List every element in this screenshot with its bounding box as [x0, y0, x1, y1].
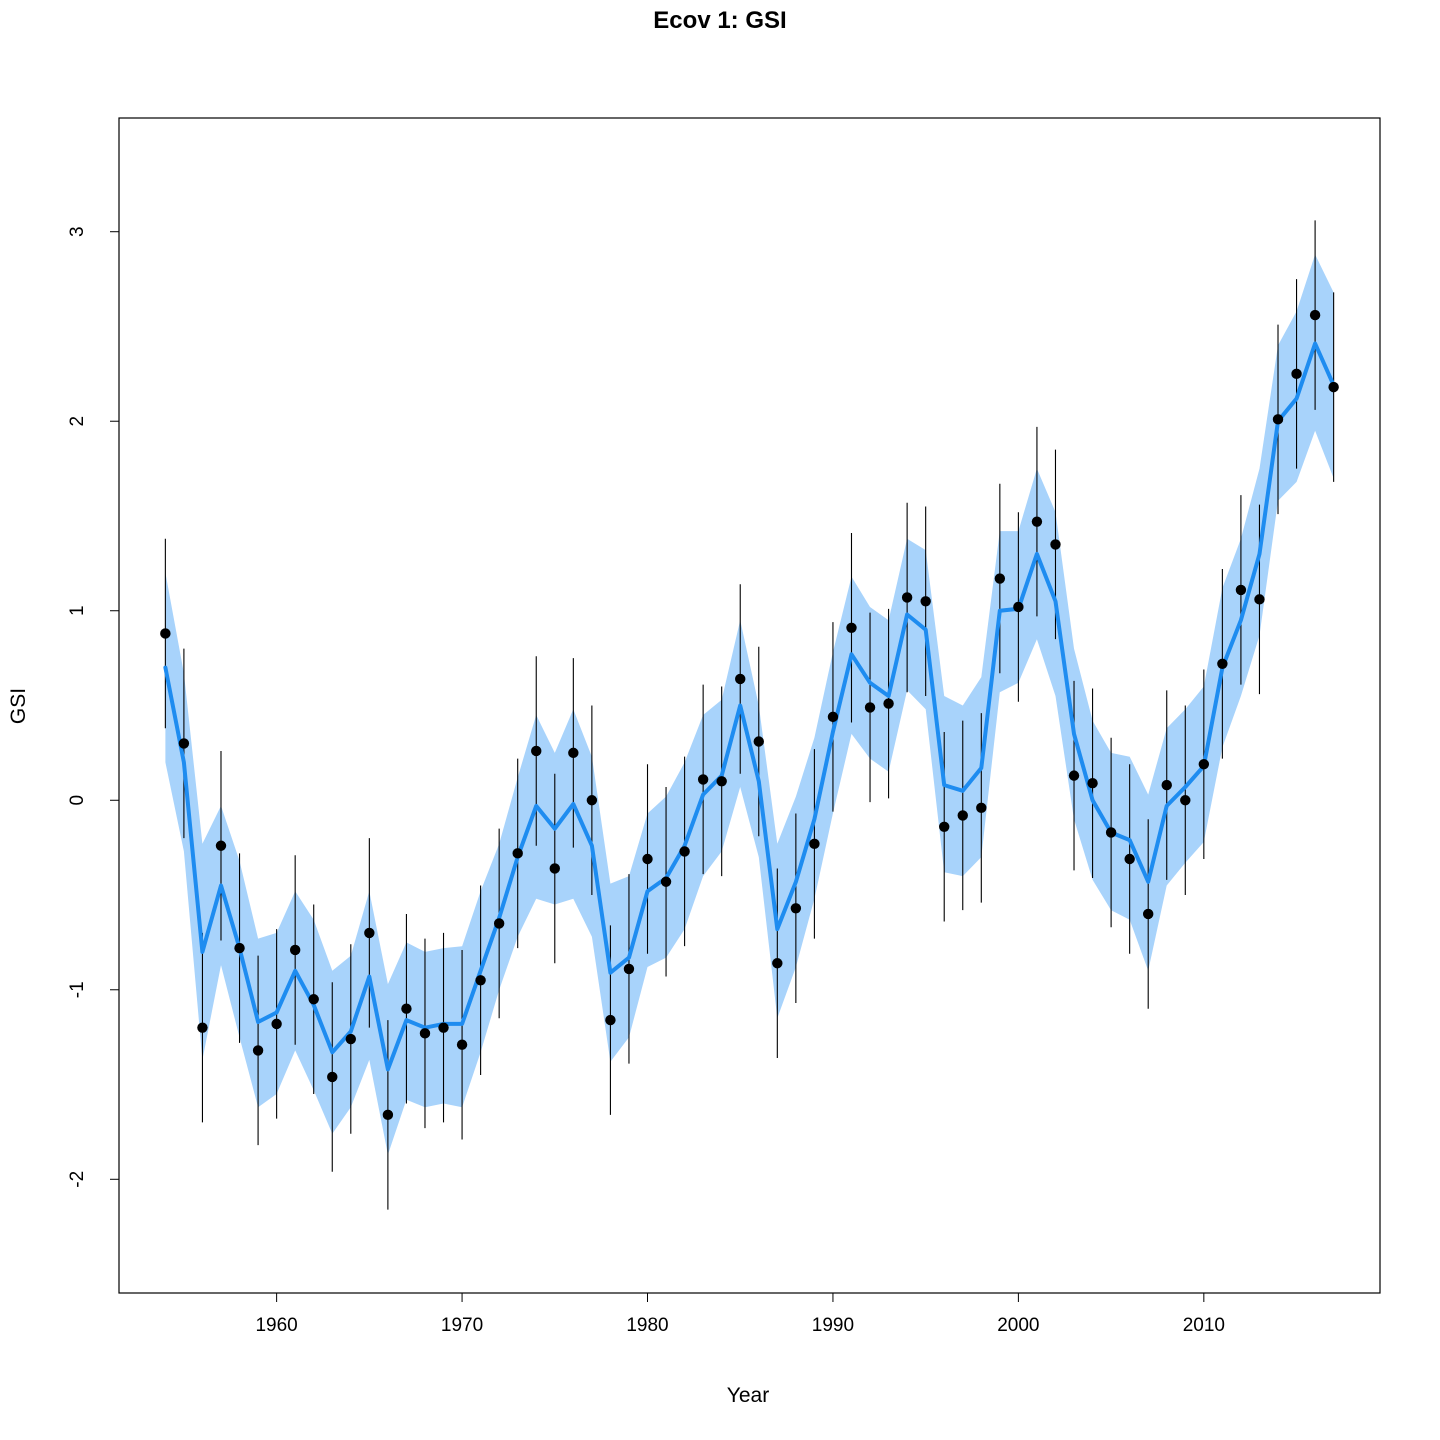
x-tick-label: 1980: [626, 1315, 668, 1336]
data-point: [1161, 779, 1172, 791]
observed-points: [160, 309, 1339, 1121]
x-tick-label: 2000: [997, 1315, 1039, 1336]
y-tick-label: -1: [67, 981, 88, 998]
data-point: [1142, 908, 1154, 920]
y-tick-label: 3: [67, 226, 88, 237]
data-point: [586, 795, 598, 806]
data-point: [623, 963, 635, 975]
data-point: [809, 838, 820, 850]
x-tick-label: 1960: [255, 1315, 297, 1336]
data-point: [438, 1022, 449, 1033]
data-point: [308, 994, 319, 1005]
data-point: [327, 1071, 338, 1083]
data-point: [957, 810, 968, 821]
data-point: [753, 736, 764, 747]
data-point: [697, 774, 709, 785]
data-point: [1198, 759, 1210, 770]
data-point: [493, 918, 505, 929]
data-point: [419, 1028, 431, 1039]
x-axis-label: Year: [727, 1384, 769, 1407]
data-point: [382, 1109, 394, 1121]
data-point: [679, 846, 690, 857]
x-tick-label: 1970: [441, 1315, 483, 1336]
y-axis-label: GSI: [7, 688, 30, 724]
y-tick-label: 2: [67, 416, 88, 427]
data-point: [827, 711, 839, 723]
data-point: [716, 776, 727, 787]
data-point: [1087, 778, 1098, 789]
data-point: [994, 573, 1006, 584]
y-tick-label: -2: [67, 1171, 88, 1188]
data-point: [568, 747, 579, 759]
data-point: [1068, 770, 1080, 781]
data-point: [234, 942, 245, 954]
data-point: [160, 628, 171, 639]
data-point: [197, 1022, 208, 1033]
data-point: [1050, 539, 1061, 550]
data-point: [531, 745, 542, 757]
estimate-line: [163, 341, 1336, 1072]
data-point: [215, 840, 227, 851]
confidence-band: [165, 254, 1334, 1155]
data-point: [939, 821, 950, 832]
plot-area: [160, 220, 1339, 1210]
data-point: [901, 592, 913, 603]
y-axis: -2 -1 0 1 2 3: [67, 226, 120, 1188]
data-point: [364, 927, 375, 939]
x-tick-label: 1990: [812, 1315, 854, 1336]
data-point: [735, 673, 746, 685]
data-point: [920, 596, 931, 607]
data-point: [178, 738, 190, 749]
data-point: [1031, 516, 1043, 527]
data-point: [660, 876, 672, 887]
data-point: [1328, 381, 1339, 393]
data-point: [549, 863, 560, 874]
data-point: [1254, 594, 1265, 605]
data-point: [345, 1033, 357, 1045]
data-point: [512, 848, 523, 859]
data-point: [271, 1018, 282, 1030]
data-point: [864, 702, 876, 713]
y-tick-label: 0: [67, 795, 88, 806]
data-point: [976, 802, 987, 814]
x-axis: 1960 1970 1980 1990 2000 2010: [255, 1292, 1225, 1336]
data-point: [772, 958, 783, 969]
data-point: [642, 853, 653, 865]
chart-title: Ecov 1: GSI: [653, 7, 786, 34]
data-point: [289, 944, 301, 956]
data-point: [1124, 853, 1135, 865]
data-point: [1105, 827, 1117, 838]
data-point: [252, 1045, 264, 1056]
data-point: [846, 622, 857, 633]
data-point: [605, 1014, 616, 1026]
data-point: [1291, 368, 1302, 380]
data-point: [456, 1039, 468, 1050]
data-point: [1013, 601, 1024, 613]
data-point: [1272, 414, 1284, 425]
x-tick-label: 2010: [1183, 1315, 1225, 1336]
data-point: [1309, 309, 1321, 321]
data-point: [790, 903, 802, 914]
data-point: [475, 975, 486, 986]
data-point: [1180, 795, 1191, 806]
data-point: [883, 698, 894, 709]
y-tick-label: 1: [67, 605, 88, 616]
data-point: [1217, 658, 1228, 670]
data-point: [1235, 584, 1247, 596]
data-point: [401, 1003, 412, 1014]
